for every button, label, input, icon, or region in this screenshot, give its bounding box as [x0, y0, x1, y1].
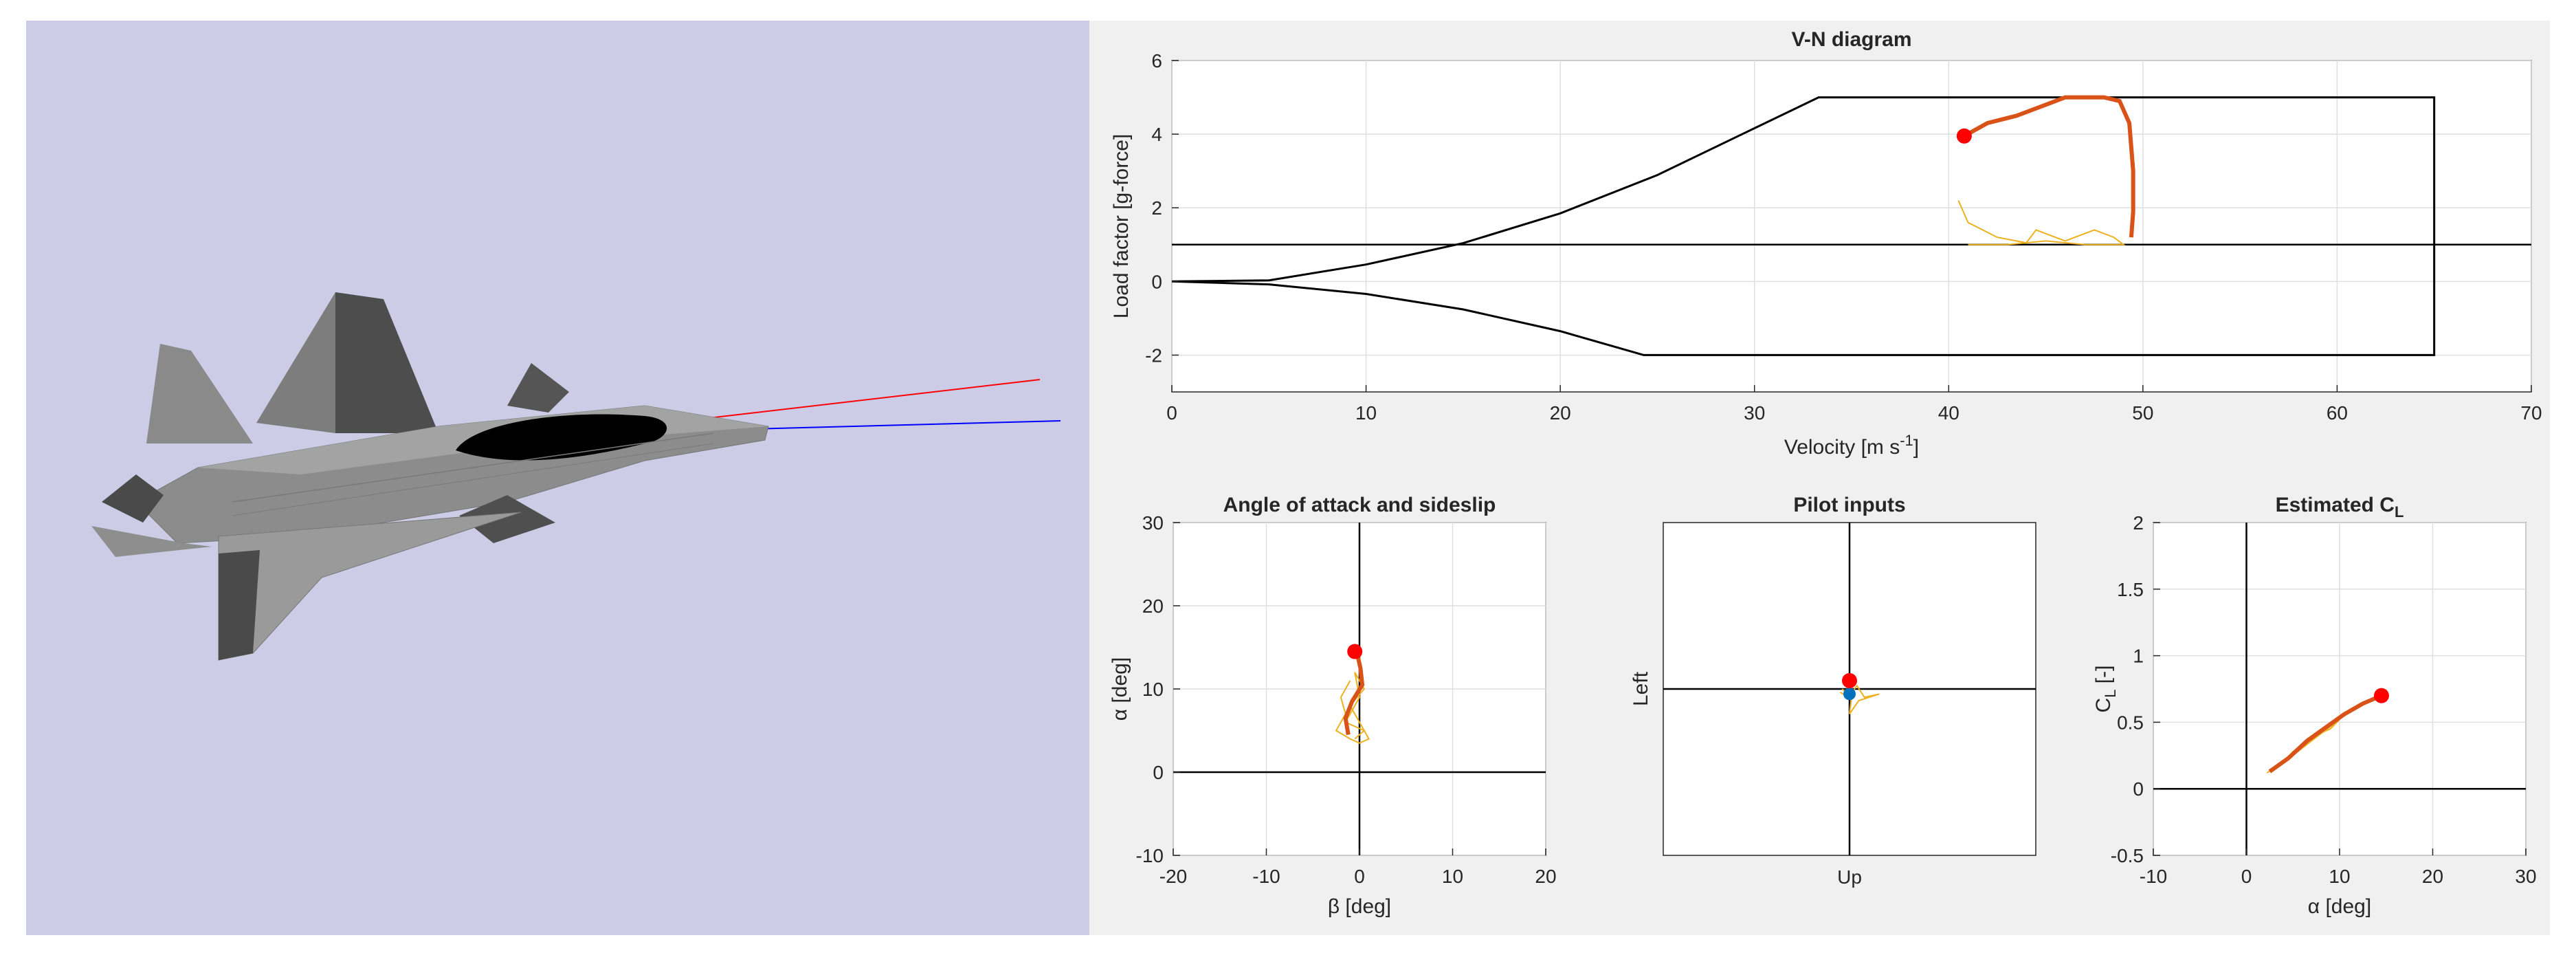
aoa-current-point	[1347, 644, 1363, 659]
aoa-ytick-label: -10	[1136, 845, 1164, 866]
vn-xtick-label: 30	[1744, 402, 1765, 424]
aircraft-3d-view[interactable]	[26, 21, 1089, 935]
vn-xtick-label: 70	[2520, 402, 2542, 424]
cl-ytick-label: 1	[2133, 646, 2144, 667]
aoa-xtick-label: 10	[1442, 866, 1463, 887]
aircraft-scene	[91, 292, 1061, 661]
vn-chart: 0 10 20 30 40 50 60 70 -2 0 2 4 6 V-N diagram Veloci…	[1110, 28, 2542, 459]
cl-xlabel: α [deg]	[2308, 895, 2371, 918]
aoa-ylabel: α [deg]	[1109, 657, 1131, 721]
aoa-xlabel: β [deg]	[1328, 895, 1391, 918]
vn-xtick-label: 20	[1550, 402, 1571, 424]
vn-current-point	[1956, 128, 1972, 144]
vn-xtick-label: 60	[2327, 402, 2348, 424]
vn-xtick-label: 0	[1166, 402, 1177, 424]
pilot-chart: Pilot inputs Up Left	[1630, 494, 2036, 888]
cl-xtick-label: 10	[2329, 866, 2350, 887]
vn-xtick-label: 50	[2132, 402, 2153, 424]
aoa-xtick-label: -20	[1159, 866, 1187, 887]
vn-plot-area	[1171, 60, 2532, 393]
pilot-current-point	[1842, 672, 1857, 688]
vn-trajectory-line	[1963, 95, 2135, 238]
cl-xtick-label: -10	[2140, 866, 2167, 887]
vn-xtick-label: 10	[1355, 402, 1377, 424]
cl-xtick-label: 20	[2422, 866, 2443, 887]
pilot-ylabel: Left	[1630, 671, 1652, 706]
vn-ytick-label: 6	[1151, 50, 1162, 72]
cl-ytick-label: -0.5	[2111, 845, 2144, 866]
aoa-history-line	[1335, 672, 1370, 744]
cl-xtick-label: 30	[2515, 866, 2536, 887]
cl-current-point	[2373, 688, 2389, 703]
cl-ylabel: CL [-]	[2092, 666, 2119, 713]
aoa-ytick-label: 30	[1142, 512, 1164, 534]
cl-xtick-label: 0	[2241, 866, 2252, 887]
vn-ytick-label: 0	[1151, 271, 1162, 292]
vn-ytick-label: 4	[1151, 124, 1162, 145]
cl-trajectory-line	[2268, 693, 2383, 774]
aoa-xtick-label: -10	[1252, 866, 1280, 887]
vn-history-line	[1957, 200, 2126, 245]
aoa-trajectory-line	[1343, 650, 1365, 735]
cl-chart: -10 0 10 20 30 -0.5 0 0.5 1 1.5 2 Estimated CL α […	[2092, 494, 2537, 918]
pilot-title: Pilot inputs	[1793, 494, 1905, 516]
cl-title: Estimated CL	[2276, 494, 2404, 521]
pilot-xlabel: Up	[1837, 866, 1862, 888]
vn-xtick-label: 40	[1938, 402, 1959, 424]
cl-ytick-label: 0	[2133, 778, 2144, 800]
vn-ytick-label: 2	[1151, 197, 1162, 219]
aoa-ytick-label: 20	[1142, 595, 1164, 617]
fighter-jet-icon	[91, 292, 769, 661]
cl-ytick-label: 0.5	[2117, 712, 2144, 733]
aoa-title: Angle of attack and sideslip	[1223, 494, 1496, 516]
figure-panel: 0 10 20 30 40 50 60 70 -2 0 2 4 6 V-N diagram Veloci…	[1089, 21, 2550, 935]
vn-ytick-label: -2	[1145, 344, 1162, 366]
aoa-ytick-label: 0	[1153, 762, 1164, 783]
vn-envelope-line	[1171, 96, 2436, 356]
aoa-xtick-label: 20	[1535, 866, 1556, 887]
aoa-ytick-label: 10	[1142, 679, 1164, 700]
pilot-current-secondary-point	[1843, 688, 1856, 701]
aoa-xtick-label: 0	[1354, 866, 1365, 887]
vn-xlabel: Velocity [m s-1]	[1784, 432, 1919, 459]
cl-ytick-label: 2	[2133, 512, 2144, 534]
velocity-vector-line	[678, 379, 1041, 422]
vn-ylabel: Load factor [g-force]	[1110, 134, 1133, 318]
cl-ytick-label: 1.5	[2117, 579, 2144, 600]
vn-title: V-N diagram	[1791, 28, 1911, 51]
